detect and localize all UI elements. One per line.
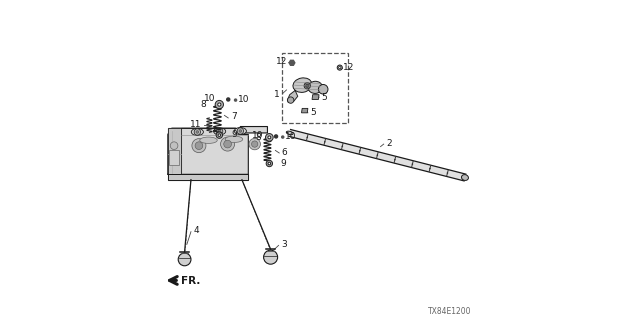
- Ellipse shape: [293, 78, 312, 92]
- Circle shape: [196, 131, 198, 133]
- Circle shape: [324, 141, 326, 143]
- Circle shape: [234, 98, 237, 102]
- Circle shape: [218, 130, 221, 132]
- Polygon shape: [312, 95, 319, 100]
- Circle shape: [215, 100, 223, 109]
- Circle shape: [281, 135, 284, 139]
- Circle shape: [264, 250, 278, 264]
- Text: 6: 6: [281, 148, 287, 156]
- Polygon shape: [287, 91, 298, 102]
- Circle shape: [268, 136, 271, 139]
- Circle shape: [287, 97, 294, 103]
- Circle shape: [307, 137, 308, 138]
- Ellipse shape: [286, 131, 293, 135]
- Text: 5: 5: [310, 108, 316, 117]
- Circle shape: [394, 159, 396, 160]
- Text: TX84E1200: TX84E1200: [428, 307, 471, 316]
- Ellipse shape: [225, 136, 243, 142]
- Bar: [169, 150, 179, 165]
- Ellipse shape: [308, 81, 323, 93]
- Circle shape: [170, 142, 178, 149]
- Circle shape: [226, 97, 230, 102]
- Text: 12: 12: [276, 57, 287, 66]
- Polygon shape: [168, 128, 181, 174]
- Text: 4: 4: [193, 226, 199, 235]
- Text: 10: 10: [204, 94, 216, 103]
- Circle shape: [239, 130, 242, 132]
- Circle shape: [221, 137, 235, 151]
- Text: 10: 10: [238, 95, 250, 104]
- Ellipse shape: [319, 84, 328, 94]
- Ellipse shape: [191, 128, 204, 135]
- Circle shape: [429, 168, 431, 169]
- Circle shape: [337, 65, 342, 70]
- Circle shape: [218, 134, 221, 136]
- Circle shape: [249, 138, 260, 150]
- Circle shape: [342, 146, 343, 147]
- Circle shape: [447, 172, 448, 174]
- Polygon shape: [289, 130, 466, 181]
- Circle shape: [237, 128, 244, 134]
- Text: 5: 5: [321, 93, 327, 102]
- Polygon shape: [301, 108, 308, 113]
- Bar: [282, 53, 348, 123]
- Circle shape: [218, 103, 221, 106]
- Circle shape: [304, 83, 310, 89]
- Text: 10: 10: [252, 131, 263, 140]
- Ellipse shape: [214, 128, 226, 135]
- Ellipse shape: [461, 175, 468, 180]
- Polygon shape: [168, 126, 268, 174]
- Text: 3: 3: [281, 240, 287, 249]
- Text: 1: 1: [273, 90, 279, 99]
- Text: 8: 8: [200, 100, 206, 109]
- Text: 11: 11: [190, 120, 202, 129]
- Circle shape: [266, 160, 273, 167]
- Circle shape: [195, 142, 203, 149]
- Ellipse shape: [200, 137, 217, 143]
- Circle shape: [268, 162, 271, 165]
- Text: 9: 9: [280, 159, 286, 168]
- Text: 10: 10: [285, 132, 296, 140]
- Circle shape: [359, 150, 360, 152]
- Circle shape: [274, 134, 278, 139]
- Polygon shape: [289, 60, 295, 65]
- Circle shape: [192, 139, 206, 153]
- Circle shape: [224, 140, 232, 148]
- Text: 9: 9: [232, 130, 237, 139]
- Circle shape: [178, 253, 191, 266]
- Polygon shape: [168, 174, 248, 180]
- Circle shape: [376, 155, 378, 156]
- Circle shape: [412, 163, 413, 165]
- Text: 7: 7: [231, 113, 237, 122]
- Ellipse shape: [234, 127, 246, 134]
- Text: 2: 2: [387, 139, 392, 148]
- Circle shape: [306, 84, 309, 87]
- Circle shape: [216, 128, 223, 134]
- Circle shape: [216, 132, 223, 138]
- Circle shape: [339, 67, 341, 69]
- Circle shape: [266, 133, 273, 141]
- Text: 8: 8: [255, 133, 261, 142]
- Text: 12: 12: [343, 63, 355, 72]
- Circle shape: [194, 129, 200, 135]
- Text: FR.: FR.: [181, 276, 201, 286]
- Circle shape: [252, 141, 258, 147]
